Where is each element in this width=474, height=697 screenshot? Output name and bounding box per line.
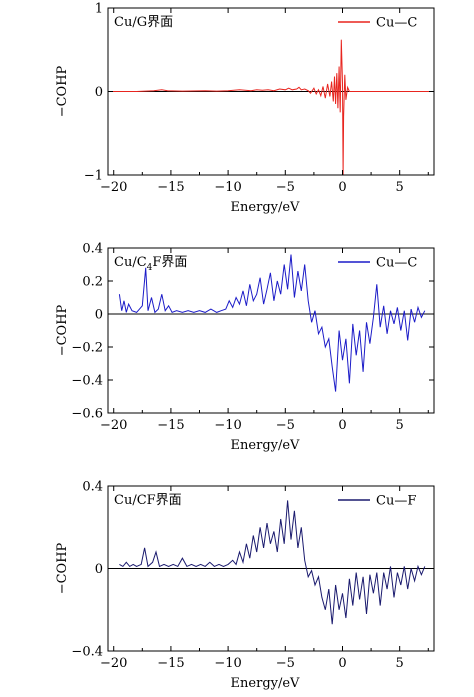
chart-panel-3: −20 −15 −10 −5 0 5 −0.4 0 0.4 Energy/eV −COHP Cu/CF… (55, 480, 435, 691)
y-tick-label: −0.4 (71, 645, 103, 660)
x-tick-label: 5 (396, 180, 404, 195)
plot-frame (107, 247, 435, 414)
x-tick-label: −10 (214, 656, 241, 671)
panel-label: Cu/G界面 (114, 15, 173, 30)
x-tick-label: −20 (100, 656, 127, 671)
x-tick-label: −5 (276, 656, 295, 671)
x-tick-label: 0 (338, 656, 346, 671)
x-tick-label: −10 (214, 180, 241, 195)
chart-panel-2: −20 −15 −10 −5 0 5 −0.6 −0.4 −0.2 0 0.2 0.4 Energy/e… (55, 242, 435, 453)
x-tick-label: 0 (338, 180, 346, 195)
x-tick-label: 5 (396, 418, 404, 433)
panel-label: Cu/CF界面 (114, 493, 182, 508)
x-tick-label: −15 (157, 180, 184, 195)
x-tick-label: −15 (157, 656, 184, 671)
y-tick-label: −0.4 (71, 374, 103, 389)
x-tick-label: −20 (100, 418, 127, 433)
x-tick-label: 0 (338, 418, 346, 433)
legend-label: Cu—F (376, 494, 416, 509)
y-tick-label: 0 (95, 562, 103, 577)
x-tick-label: 5 (396, 656, 404, 671)
y-axis-title: −COHP (55, 542, 70, 594)
panel-label: Cu/C4F界面 (114, 255, 187, 273)
y-tick-label: 0 (95, 85, 103, 100)
series-line-Cu—F (119, 500, 426, 625)
y-tick-label: 0 (95, 308, 103, 323)
x-tick-label: −5 (276, 180, 295, 195)
y-tick-label: 0.2 (82, 275, 103, 290)
x-tick-label: −20 (100, 180, 127, 195)
x-tick-label: −5 (276, 418, 295, 433)
y-tick-label: 0.4 (82, 242, 103, 257)
series-line-Cu—C (108, 39, 434, 176)
y-axis-title: −COHP (55, 65, 70, 117)
legend-label: Cu—C (376, 256, 417, 271)
y-tick-label: 0.4 (82, 480, 103, 495)
y-tick-label: −1 (84, 169, 103, 184)
y-tick-label: −0.6 (71, 407, 103, 422)
x-tick-label: −10 (214, 418, 241, 433)
x-tick-label: −15 (157, 418, 184, 433)
x-axis-title: Energy/eV (231, 200, 301, 215)
y-tick-label: 1 (95, 2, 103, 17)
x-axis-title: Energy/eV (231, 676, 301, 691)
series-line-Cu—C (118, 254, 426, 392)
legend-label: Cu—C (376, 16, 417, 31)
x-axis-title: Energy/eV (231, 438, 301, 453)
y-tick-label: −0.2 (71, 341, 103, 356)
y-axis-title: −COHP (55, 304, 70, 356)
